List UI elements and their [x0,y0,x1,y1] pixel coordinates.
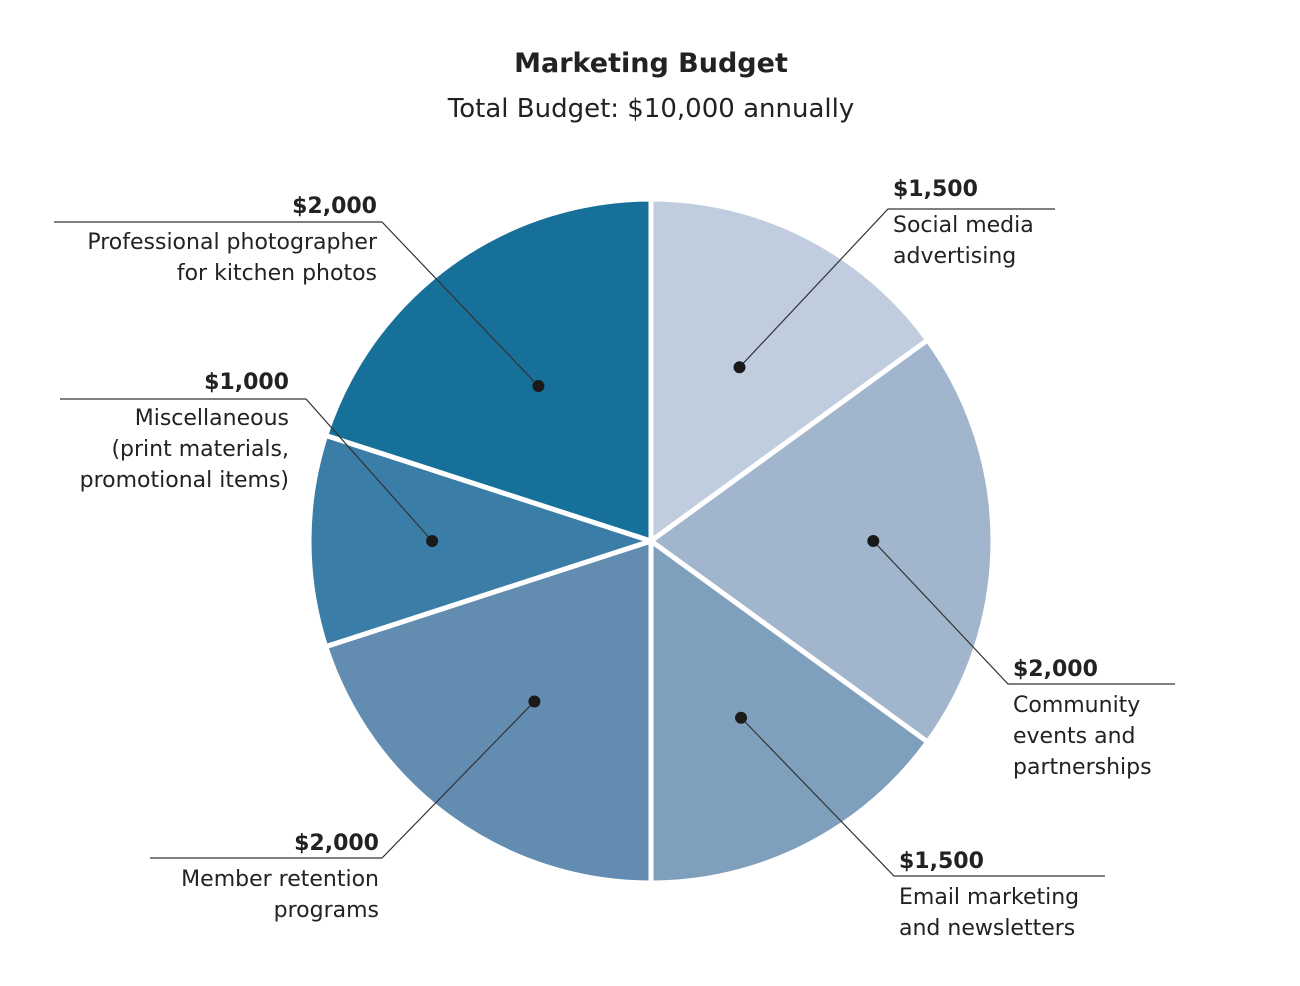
pie-slice [323,538,654,886]
callout-dot [733,361,746,374]
slice-amount-label: $1,500 [899,849,984,874]
callout-leader-line [872,540,1175,685]
slice-description-line: Email marketing [899,885,1079,910]
chart-title: Marketing Budget [514,48,788,79]
slice-description-line: partnerships [1013,755,1152,780]
slice-description-line: Miscellaneous [135,406,289,431]
slice-description-line: and newsletters [899,916,1075,941]
pie-slice [323,196,654,544]
chart-subtitle: Total Budget: $10,000 annually [447,94,854,124]
pie-slice [648,337,996,745]
slice-description-line: advertising [893,244,1016,269]
slice-description-line: Member retention [181,867,379,892]
callout-dot [532,380,545,393]
pie-slice [306,432,654,650]
callout-leader-line [150,701,535,859]
callout-dot [735,711,748,724]
slice-description-line: Community [1013,693,1140,718]
callout-leader-line [740,717,1105,877]
pie-slice [648,196,931,544]
callout-leader-line [739,208,1055,368]
callout-leader-line [60,398,433,542]
slice-description-line: (print materials, [111,437,289,462]
slice-description-line: for kitchen photos [177,261,377,286]
slice-description-line: Social media [893,213,1034,238]
callout-dot [867,535,880,547]
slice-amount-label: $2,000 [294,831,379,856]
callout-leader-line [54,221,539,387]
slice-description-line: Professional photographer [87,230,378,255]
callout-dot [426,535,439,547]
slice-amount-label: $1,000 [204,370,289,395]
slice-amount-label: $2,000 [292,194,377,219]
slice-description-line: promotional items) [80,468,289,493]
slice-amount-label: $2,000 [1013,657,1098,682]
slice-amount-label: $1,500 [893,177,978,202]
slice-description-line: events and [1013,724,1136,749]
pie-slice [648,538,931,886]
callout-dot [528,695,541,708]
slice-description-line: programs [274,898,379,923]
